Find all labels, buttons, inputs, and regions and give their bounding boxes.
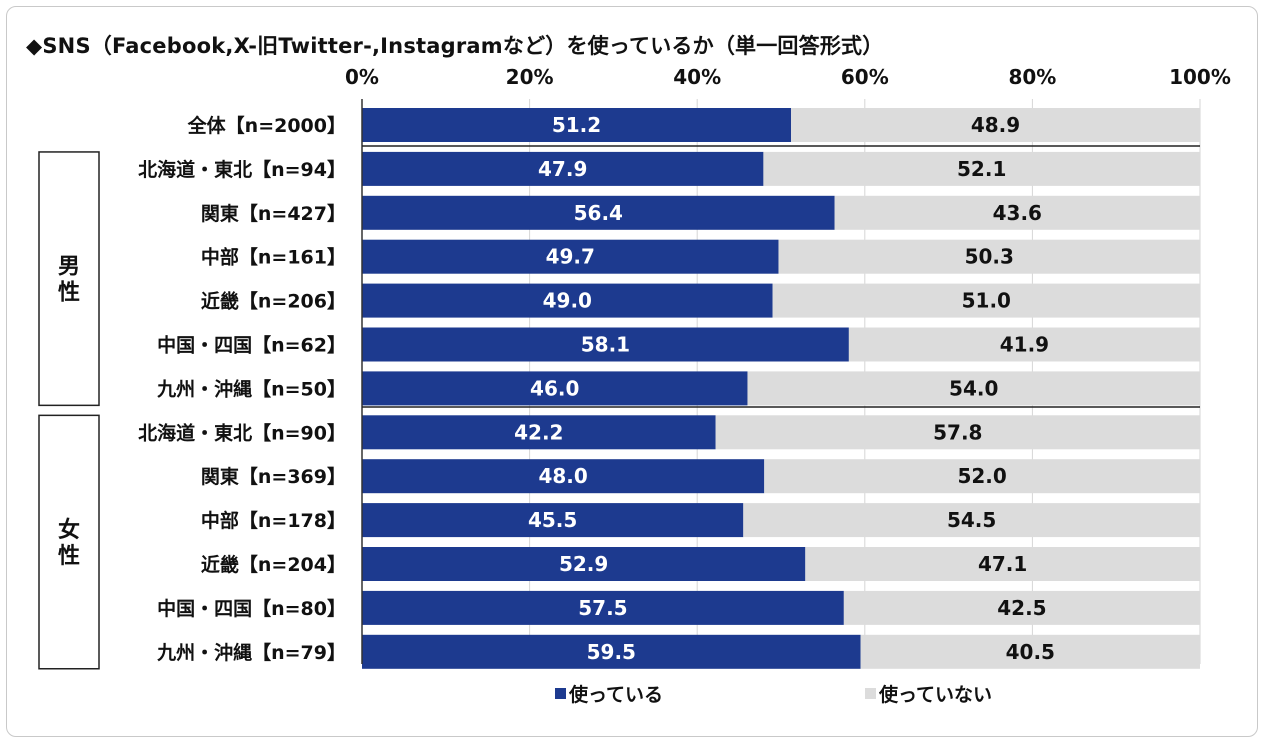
data-label-used: 46.0	[530, 376, 579, 400]
bar-not-used	[848, 327, 1200, 362]
data-label-not-used: 52.1	[957, 157, 1006, 181]
group-box	[38, 414, 100, 670]
data-label-used: 57.5	[578, 596, 627, 620]
category-label: 中部【n=161】	[201, 246, 346, 269]
category-label: 関東【n=369】	[201, 465, 346, 488]
bar-used	[362, 239, 779, 274]
data-label-used: 58.1	[581, 333, 630, 357]
data-label-not-used: 41.9	[1000, 333, 1049, 357]
data-label-used: 47.9	[538, 157, 587, 181]
data-label-not-used: 40.5	[1006, 640, 1055, 664]
data-label-not-used: 54.5	[947, 508, 996, 532]
data-label-not-used: 48.9	[971, 113, 1020, 137]
bar-not-used	[743, 503, 1200, 538]
category-label: 近畿【n=204】	[201, 553, 346, 576]
group-label: 男	[58, 255, 80, 280]
bar-not-used	[834, 195, 1200, 230]
bar-not-used	[764, 459, 1200, 494]
bar-used	[362, 283, 773, 318]
x-tick-label: 60%	[841, 65, 889, 89]
data-label-not-used: 52.0	[957, 464, 1006, 488]
category-label: 中部【n=178】	[201, 509, 346, 532]
category-label: 中国・四国【n=80】	[157, 597, 346, 620]
category-label: 全体【n=2000】	[187, 114, 346, 137]
bar-used	[362, 503, 744, 538]
group-label: 性	[58, 544, 80, 569]
x-tick-label: 80%	[1008, 65, 1056, 89]
data-label-used: 49.0	[543, 289, 592, 313]
bar-used	[362, 195, 835, 230]
bar-not-used	[772, 283, 1200, 318]
category-label: 関東【n=427】	[201, 202, 346, 225]
bar-not-used	[860, 634, 1200, 669]
category-label: 九州・沖縄【n=79】	[156, 641, 346, 664]
x-tick-label: 0%	[345, 65, 379, 89]
legend-label: 使っている	[568, 684, 663, 706]
data-label-not-used: 57.8	[933, 420, 982, 444]
bar-used	[362, 415, 716, 450]
data-label-not-used: 51.0	[962, 289, 1011, 313]
bar-used	[362, 547, 806, 581]
bar-used	[362, 108, 792, 142]
bar-used	[362, 327, 849, 362]
bar-not-used	[715, 415, 1200, 450]
bar-not-used	[843, 590, 1200, 625]
data-label-used: 52.9	[559, 552, 608, 576]
bar-used	[362, 634, 861, 669]
data-label-not-used: 54.0	[949, 376, 998, 400]
bar-used	[362, 371, 748, 406]
legend-swatch	[555, 688, 566, 699]
data-label-used: 49.7	[546, 245, 595, 269]
bar-not-used	[778, 239, 1200, 274]
bar-not-used	[747, 371, 1200, 406]
category-label: 北海道・東北【n=90】	[138, 421, 346, 444]
bar-not-used	[805, 547, 1200, 581]
group-label: 性	[58, 281, 80, 306]
legend-label: 使っていない	[878, 684, 992, 706]
category-label: 北海道・東北【n=94】	[138, 158, 346, 181]
data-label-used: 51.2	[552, 113, 601, 137]
bar-used	[362, 459, 765, 494]
data-label-used: 45.5	[528, 508, 577, 532]
x-tick-label: 100%	[1169, 65, 1231, 89]
x-tick-label: 40%	[673, 65, 721, 89]
category-label: 九州・沖縄【n=50】	[156, 377, 346, 400]
data-label-not-used: 42.5	[997, 596, 1046, 620]
x-tick-label: 20%	[506, 65, 554, 89]
category-label: 中国・四国【n=62】	[157, 334, 346, 357]
category-label: 近畿【n=206】	[201, 290, 346, 313]
chart-frame	[6, 6, 1258, 737]
group-label: 女	[58, 517, 80, 543]
bar-not-used	[763, 151, 1200, 186]
chart-title: ◆SNS（Facebook,X-旧Twitter-,Instagramなど）を使…	[26, 34, 884, 58]
data-label-used: 42.2	[514, 420, 563, 444]
bar-used	[362, 151, 764, 186]
data-label-used: 56.4	[574, 201, 623, 225]
data-label-not-used: 47.1	[978, 552, 1027, 576]
legend-swatch	[865, 688, 876, 699]
bar-used	[362, 590, 844, 625]
data-label-used: 59.5	[587, 640, 636, 664]
bar-not-used	[791, 108, 1200, 142]
data-label-not-used: 50.3	[965, 245, 1014, 269]
group-box	[38, 151, 100, 407]
data-label-used: 48.0	[538, 464, 587, 488]
data-label-not-used: 43.6	[993, 201, 1042, 225]
